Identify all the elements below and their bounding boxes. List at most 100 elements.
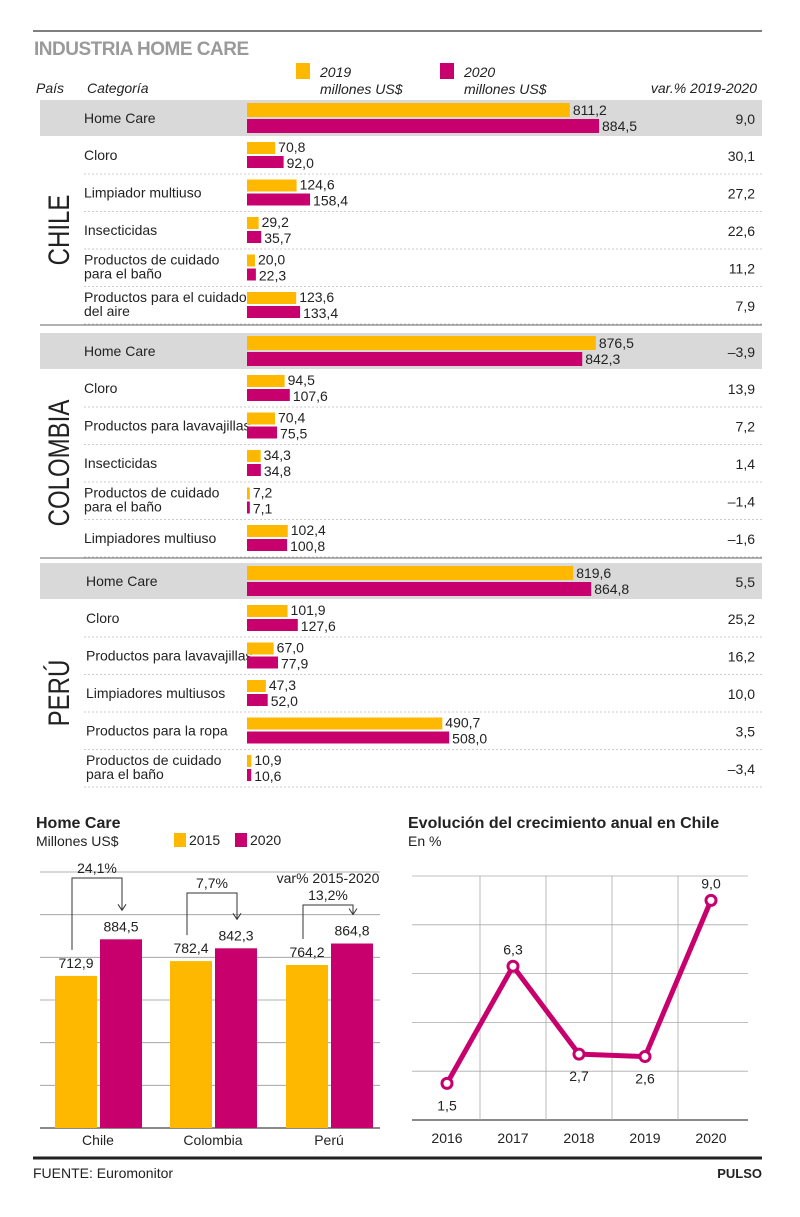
bar-2019	[247, 254, 255, 267]
value-label-2019: 123,6	[299, 289, 334, 305]
line-chart-subtitle: En %	[408, 833, 441, 849]
var-value: –3,4	[728, 761, 755, 777]
bar-2020	[247, 306, 301, 318]
var-value: 7,9	[736, 298, 756, 314]
source-note: FUENTE: Euromonitor	[33, 1165, 173, 1181]
bar-2019	[247, 717, 443, 730]
value-label-2015: 712,9	[58, 955, 93, 971]
legend-unit: millones US$	[464, 81, 547, 97]
value-label-2019: 7,2	[253, 485, 273, 501]
bar-2020	[247, 193, 311, 206]
bar-2020	[247, 539, 288, 551]
data-point	[572, 1047, 586, 1061]
bar-2019	[247, 605, 288, 617]
var-value: 22,6	[728, 223, 755, 239]
category-label: para el baño	[86, 766, 164, 782]
category-label: Limpiadores multiusos	[86, 685, 225, 701]
var-value: 13,9	[728, 381, 755, 397]
value-label-2020: 7,1	[253, 501, 273, 517]
category-column-header: Categoría	[87, 80, 149, 96]
var-percentage: 24,1%	[77, 860, 117, 876]
var-value: 9,0	[736, 111, 756, 127]
bar-2019	[247, 487, 250, 500]
x-tick-label: 2017	[497, 1130, 528, 1146]
bar-2020	[247, 464, 261, 476]
x-tick-label: 2020	[695, 1130, 726, 1146]
bar-chart-subtitle: Millones US$	[36, 833, 119, 849]
category-label: Productos para la ropa	[86, 723, 228, 739]
category-label: Cloro	[84, 147, 118, 163]
category-label: para el baño	[84, 266, 162, 282]
value-label-2020: 884,5	[602, 118, 637, 134]
category-tick-label: Colombia	[183, 1132, 242, 1148]
data-label: 6,3	[503, 941, 523, 957]
bar-2019	[247, 450, 261, 462]
var-bracket	[302, 904, 354, 939]
legend-swatch-2020	[235, 833, 247, 847]
value-label-2019: 20,0	[258, 252, 285, 268]
var-value: 1,4	[736, 456, 756, 472]
category-label: Productos para lavavajillas	[86, 648, 253, 664]
data-label: 2,7	[569, 1068, 589, 1084]
var-value: 3,5	[736, 724, 756, 740]
value-label-2020: 34,8	[264, 463, 291, 479]
category-label: Limpiadores multiuso	[84, 530, 216, 546]
data-label: 2,6	[635, 1071, 655, 1087]
bar-2020	[247, 231, 262, 243]
value-label-2019: 47,3	[269, 677, 296, 693]
var-percentage: 7,7%	[196, 875, 228, 891]
bar-2019	[247, 412, 276, 425]
bar-2020	[247, 656, 279, 669]
bar-2020	[331, 943, 373, 1128]
legend-year-2020: 2020	[463, 64, 495, 80]
value-label-2019: 101,9	[291, 602, 326, 618]
legend-swatch-2020	[440, 63, 454, 79]
bar-2015	[286, 964, 328, 1128]
var-value: –1,6	[728, 531, 755, 547]
category-label: Productos para el cuidado	[84, 289, 247, 305]
value-label-2020: 127,6	[301, 618, 336, 634]
data-point	[440, 1076, 454, 1090]
value-label-2020: 884,5	[103, 918, 138, 934]
bar-chart-title: Home Care	[36, 815, 121, 832]
country-label: COLOMBIA	[41, 399, 75, 526]
var-value: 5,5	[736, 574, 756, 590]
bar-2019	[247, 566, 574, 580]
value-label-2020: 107,6	[293, 388, 328, 404]
brand-label: PULSO	[717, 1166, 762, 1181]
x-tick-label: 2019	[629, 1130, 660, 1146]
var-label: var% 2015-2020	[277, 870, 380, 886]
var-value: 16,2	[728, 649, 755, 665]
value-label-2019: 10,9	[254, 752, 281, 768]
var-value: 30,1	[728, 148, 755, 164]
value-label-2015: 782,4	[173, 940, 208, 956]
category-label: Home Care	[84, 343, 156, 359]
category-label: Productos para lavavajillas	[84, 418, 251, 434]
category-tick-label: Chile	[82, 1132, 114, 1148]
bar-2020	[247, 119, 600, 133]
category-label: Productos de cuidado	[84, 252, 220, 268]
value-label-2020: 100,8	[290, 538, 325, 554]
bar-2019	[247, 336, 596, 350]
bar-2020	[247, 694, 268, 706]
legend-swatch-2019	[296, 63, 310, 79]
bar-2020	[247, 582, 592, 596]
category-tick-label: Perú	[314, 1132, 344, 1148]
category-label: Home Care	[84, 110, 156, 126]
bar-2020	[247, 389, 290, 401]
value-label-2019: 67,0	[277, 640, 304, 656]
arrow-down-icon	[348, 908, 358, 916]
bar-2015	[170, 961, 212, 1128]
data-point	[506, 959, 520, 973]
bar-2020	[247, 731, 450, 744]
bar-2015	[55, 975, 97, 1128]
legend-year-2019: 2019	[319, 64, 351, 80]
value-label-2019: 29,2	[262, 214, 289, 230]
bar-2019	[247, 755, 252, 767]
bar-2019	[247, 179, 297, 192]
var-value: –1,4	[728, 494, 755, 510]
var-value: 10,0	[728, 686, 755, 702]
bar-2020	[100, 939, 142, 1128]
category-label: del aire	[84, 303, 130, 319]
